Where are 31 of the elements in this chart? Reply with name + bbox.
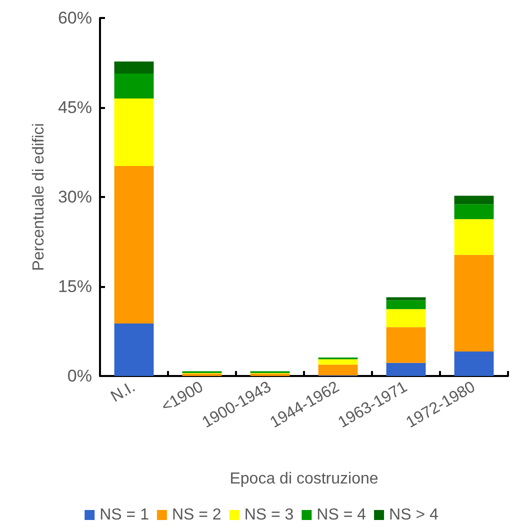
y-tick-label: 45%	[58, 98, 92, 117]
bar	[454, 204, 494, 220]
bar	[386, 300, 426, 310]
x-axis-title: Epoca di costruzione	[230, 470, 378, 488]
bar	[114, 62, 154, 74]
bar	[386, 297, 426, 300]
x-tick-label: <1900	[158, 378, 206, 416]
bar	[114, 73, 154, 99]
bar	[114, 98, 154, 166]
bar	[454, 254, 494, 352]
bar	[454, 352, 494, 376]
bar	[386, 362, 426, 376]
y-axis-title: Percentuale di edifici	[30, 123, 48, 271]
bar	[114, 166, 154, 324]
y-tick-label: 0%	[67, 366, 92, 386]
bar	[454, 219, 494, 255]
legend-label: NS > 4	[389, 506, 438, 524]
legend-label: NS = 1	[100, 506, 150, 524]
bar	[318, 364, 358, 376]
bar	[318, 359, 358, 365]
legend-label: NS = 2	[172, 506, 222, 524]
bar	[386, 327, 426, 363]
y-tick-label: 60%	[58, 8, 92, 28]
legend-label: NS = 3	[244, 506, 294, 524]
legend-label: NS = 4	[316, 506, 366, 524]
y-tick-label: 30%	[58, 188, 92, 206]
y-tick-label: 15%	[58, 277, 92, 296]
bar	[114, 323, 154, 376]
bar	[386, 309, 426, 328]
x-tick-label: N.I.	[108, 378, 138, 406]
bar	[454, 196, 494, 204]
